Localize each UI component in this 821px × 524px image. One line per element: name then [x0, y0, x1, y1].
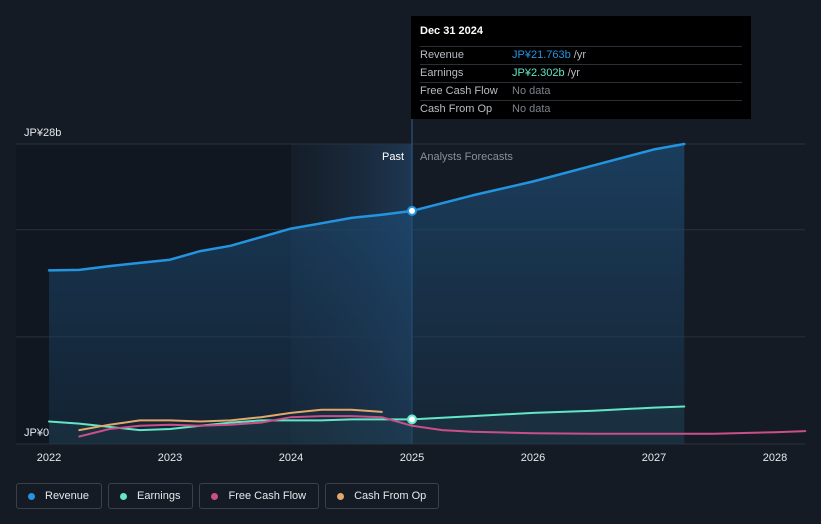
y-bottom-label: JP¥0: [24, 427, 49, 439]
earnings-line: [48, 405, 686, 432]
revenue-line: [47, 142, 686, 272]
cash-from-op-dot-icon: [337, 492, 345, 500]
revenue-dot-icon: [28, 492, 35, 500]
legend-label: Free Cash Flow: [228, 490, 307, 502]
forecast-label: Analysts Forecasts: [420, 151, 513, 163]
tooltip-row-name: Revenue: [420, 49, 465, 61]
legend-item-free-cash-flow[interactable]: Free Cash Flow: [199, 483, 320, 509]
x-tick-label: 2025: [400, 452, 424, 464]
tooltip-unit: /yr: [570, 49, 586, 61]
earnings-dot-icon: [120, 492, 128, 500]
x-tick-label: 2026: [521, 452, 545, 464]
tooltip-row-earnings: Earnings JP¥2.302b /yr: [420, 64, 742, 82]
revenue-marker: [407, 205, 417, 216]
tooltip-row-name: Earnings: [420, 67, 464, 79]
tooltip-row-fcf: Free Cash Flow No data: [420, 82, 742, 100]
legend: Revenue Earnings Free Cash Flow Cash Fro…: [16, 483, 440, 509]
tooltip-fcf-value: No data: [512, 85, 551, 97]
legend-label: Earnings: [137, 490, 181, 502]
free-cash-flow-dot-icon: [211, 492, 219, 500]
tooltip: Dec 31 2024 Revenue JP¥21.763b /yr Earni…: [411, 16, 751, 119]
x-tick-label: 2024: [279, 452, 303, 464]
tooltip-row-revenue: Revenue JP¥21.763b /yr: [420, 46, 742, 64]
tooltip-unit: /yr: [564, 67, 580, 79]
legend-item-earnings[interactable]: Earnings: [108, 483, 194, 509]
tooltip-date: Dec 31 2024: [420, 25, 483, 37]
x-tick-label: 2022: [37, 452, 61, 464]
tooltip-row-name: Free Cash Flow: [420, 85, 498, 97]
x-tick-label: 2023: [158, 452, 182, 464]
cash-from-op-line: [78, 408, 383, 432]
earnings-marker: [407, 414, 417, 425]
tooltip-row-cfo: Cash From Op No data: [420, 100, 742, 118]
tooltip-revenue-value: JP¥21.763b: [512, 49, 571, 61]
x-tick-label: 2028: [763, 452, 787, 464]
free-cash-flow-line: [78, 415, 807, 438]
tooltip-cfo-value: No data: [512, 103, 551, 115]
earnings-area: [49, 406, 685, 444]
legend-label: Revenue: [45, 490, 90, 502]
legend-label: Cash From Op: [354, 490, 427, 502]
legend-item-revenue[interactable]: Revenue: [16, 483, 103, 509]
revenue-area: [49, 144, 685, 444]
y-top-label: JP¥28b: [24, 127, 61, 139]
past-label: Past: [382, 151, 404, 163]
tooltip-earnings-value: JP¥2.302b: [512, 67, 565, 79]
legend-item-cash-from-op[interactable]: Cash From Op: [325, 483, 440, 509]
x-tick-label: 2027: [642, 452, 666, 464]
tooltip-row-name: Cash From Op: [420, 103, 493, 115]
